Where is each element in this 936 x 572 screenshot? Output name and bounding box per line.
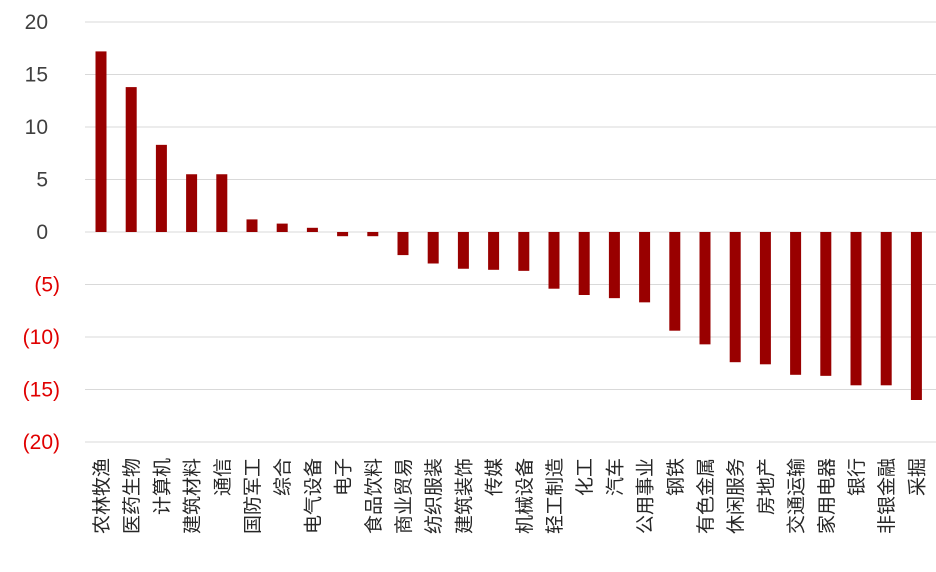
bar (850, 232, 862, 386)
bars (95, 51, 922, 400)
category-label: 房地产 (755, 458, 777, 515)
bar (518, 232, 530, 271)
category-label: 建筑材料 (182, 458, 204, 534)
category-labels: 农林牧渔 医药生物 计算机 建筑材料 通信 国防军工 综合 电气设备 电子 食品饮料 商业贸易 纺织服… (91, 458, 928, 534)
category-label: 商业贸易 (393, 458, 415, 534)
y-tick-label: (5) (34, 274, 60, 297)
bar (639, 232, 651, 303)
category-label: 机械设备 (514, 458, 536, 534)
category-label: 计算机 (151, 458, 173, 515)
category-label: 钢铁 (665, 458, 687, 496)
category-label: 有色金属 (695, 458, 717, 534)
category-label: 农林牧渔 (91, 458, 113, 534)
category-label: 化工 (574, 458, 596, 496)
bar (216, 174, 228, 232)
bar (699, 232, 711, 345)
y-tick-label: (15) (23, 379, 60, 402)
y-tick-label: 0 (36, 221, 48, 244)
category-label: 银行 (846, 458, 868, 496)
bar (578, 232, 590, 295)
category-label: 家用电器 (816, 458, 838, 534)
category-label: 国防军工 (242, 458, 264, 534)
bar (608, 232, 620, 299)
bar (457, 232, 469, 269)
bar (820, 232, 832, 376)
bar (910, 232, 922, 400)
y-tick-label: 20 (25, 11, 48, 34)
category-label: 休闲服务 (725, 458, 747, 534)
category-label: 汽车 (604, 458, 626, 496)
category-label: 交通运输 (786, 458, 808, 534)
category-label: 传媒 (484, 458, 506, 496)
bar (669, 232, 681, 331)
category-label: 采掘 (906, 458, 928, 496)
bar (155, 144, 167, 232)
y-tick-label: 10 (25, 116, 48, 139)
y-tick-label: (20) (23, 431, 60, 454)
category-label: 建筑装饰 (453, 458, 475, 534)
category-label: 非银金融 (876, 458, 898, 534)
category-label: 轻工制造 (544, 458, 566, 534)
bar (880, 232, 892, 386)
bar (548, 232, 560, 289)
gridlines (85, 21, 936, 443)
bar (95, 51, 107, 233)
bar (186, 174, 198, 232)
category-label: 通信 (212, 458, 234, 496)
category-label: 纺织服装 (423, 458, 445, 534)
y-tick-label: (10) (23, 326, 60, 349)
bar (790, 232, 802, 375)
bar (246, 219, 258, 232)
y-axis-ticks: 20 15 10 5 0 (5) (10) (15) (20) (23, 11, 60, 454)
bar (337, 232, 349, 237)
category-label: 食品饮料 (363, 458, 385, 534)
bar (488, 232, 500, 270)
bar (306, 227, 318, 232)
bar (729, 232, 741, 363)
category-label: 医药生物 (121, 458, 143, 534)
category-label: 电子 (333, 458, 355, 496)
category-label: 综合 (272, 458, 294, 496)
y-tick-label: 5 (36, 169, 48, 192)
category-label: 公用事业 (635, 458, 657, 534)
bar (367, 232, 379, 237)
category-label: 电气设备 (302, 458, 324, 534)
bar (276, 223, 288, 232)
bar (125, 87, 137, 232)
bar (427, 232, 439, 264)
y-tick-label: 15 (25, 64, 48, 87)
bar (759, 232, 771, 365)
bar (397, 232, 409, 256)
